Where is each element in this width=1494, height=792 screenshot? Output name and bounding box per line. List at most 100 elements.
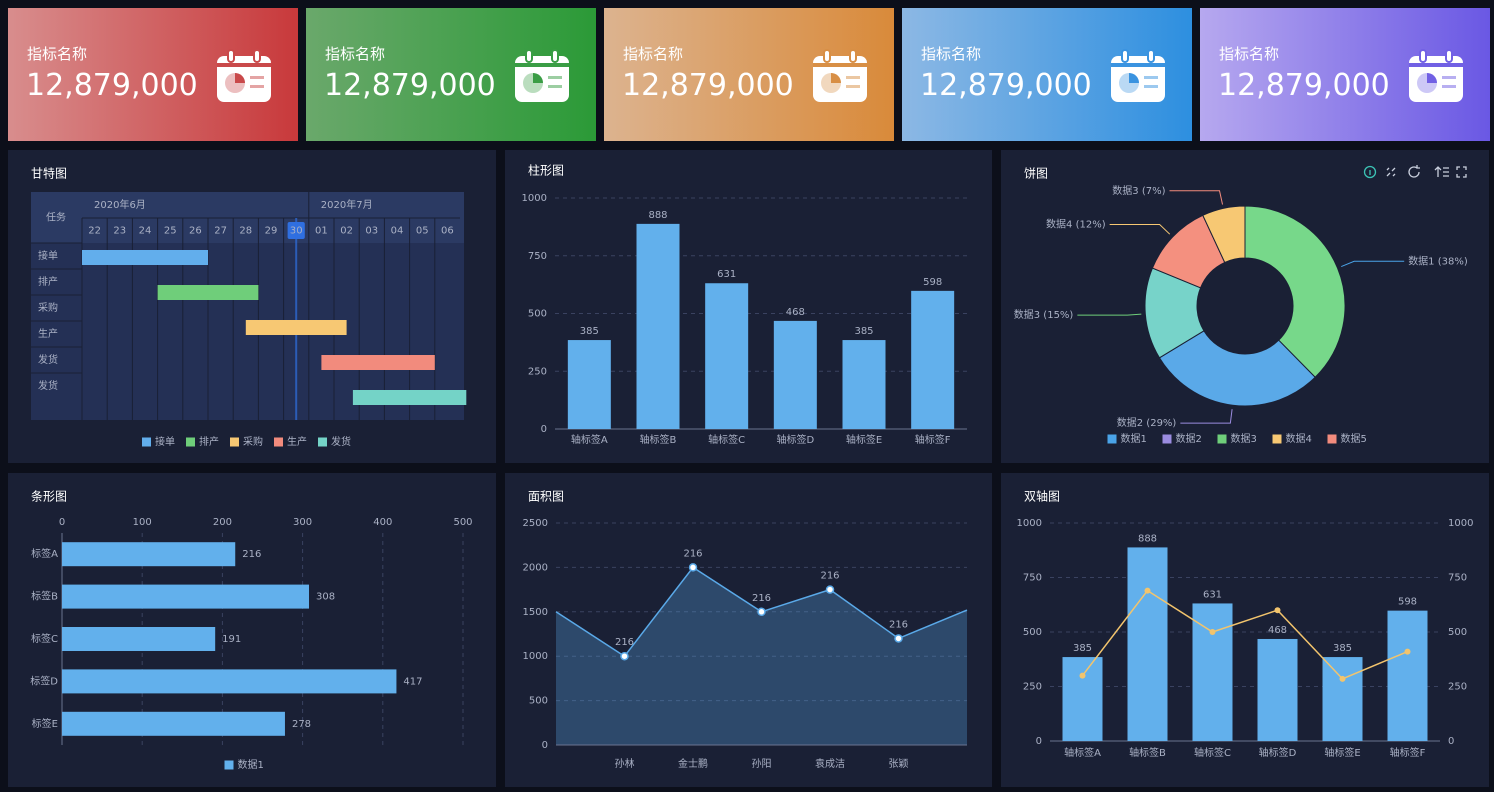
legend-label: 发货: [331, 435, 351, 448]
legend-label: 数据5: [1341, 432, 1367, 445]
bar: [1322, 657, 1363, 741]
fullscreen-icon[interactable]: [1456, 166, 1467, 178]
value-label: 385: [854, 326, 873, 337]
refresh-icon[interactable]: [1408, 165, 1420, 178]
bar: [62, 584, 310, 609]
value-label: 385: [580, 326, 599, 337]
x-tick-label: 轴标签D: [776, 433, 814, 446]
bar: [62, 711, 285, 736]
x-tick-label: 500: [453, 517, 472, 528]
value-label: 385: [1333, 643, 1352, 654]
y-tick-label: 500: [529, 696, 548, 707]
legend-swatch: [274, 437, 283, 447]
y-tick-label: 1500: [523, 607, 548, 618]
gantt-bar: [82, 250, 208, 265]
chart-title: 饼图: [1024, 167, 1048, 181]
panel: 甘特图任务2020年6月2020年7月222324252627282930010…: [8, 150, 496, 463]
leader-line: [1109, 224, 1171, 235]
value-label: 598: [923, 277, 942, 288]
value-label: 417: [403, 676, 422, 687]
x-tick-label: 轴标签B: [1129, 746, 1166, 759]
x-tick-label: 轴标签C: [1194, 746, 1231, 759]
task-header: 任务: [46, 211, 66, 224]
chart-title: 条形图: [31, 490, 67, 504]
legend-swatch: [318, 437, 327, 447]
chart-title: 柱形图: [528, 163, 564, 178]
legend-swatch: [1107, 434, 1117, 444]
kpi-icon: [1111, 49, 1165, 102]
point: [1274, 607, 1281, 614]
point: [1144, 587, 1151, 594]
value-label: 631: [717, 269, 736, 280]
legend-label: 数据1: [1121, 432, 1147, 445]
hbar-chart: 条形图 0 100 200 300 400 500 标签A 标签B 标签C 标签D 标签E 216 308…: [30, 490, 472, 772]
y-tick-label: 750: [528, 251, 547, 262]
pie-slice: [1244, 205, 1346, 378]
kpi-value: 12,879,000: [920, 68, 1092, 103]
legend-label: 排产: [199, 435, 219, 448]
y-tick-label: 0: [541, 424, 547, 435]
point: [688, 563, 698, 572]
annotation: 216: [889, 619, 908, 630]
legend-swatch: [186, 437, 195, 447]
bar: [1257, 638, 1298, 741]
day-label: 28: [239, 226, 252, 237]
bar: [567, 340, 611, 429]
day-label: 23: [113, 226, 126, 237]
x-tick-label: 轴标签A: [571, 433, 608, 446]
row-label: 发货: [38, 379, 58, 392]
x-tick-label: 轴标签F: [915, 433, 951, 446]
kpi-card: 指标名称 12,879,000: [604, 8, 894, 141]
panel: 条形图 0 100 200 300 400 500 标签A 标签B 标签C 标签D 标签E 216 308…: [8, 473, 496, 787]
legend-swatch: [1217, 434, 1227, 444]
day-label: 27: [214, 226, 227, 237]
legend-swatch: [1327, 434, 1337, 444]
day-label: 22: [88, 226, 101, 237]
kpi-icon: [1409, 49, 1463, 102]
day-label: 29: [265, 226, 278, 237]
point: [1079, 672, 1086, 679]
kpi-value: 12,879,000: [26, 68, 198, 103]
legend-swatch: [1272, 434, 1282, 444]
bar: [62, 627, 216, 651]
value-label: 888: [648, 210, 667, 221]
value-label: 216: [242, 549, 261, 560]
legend-swatch: [1162, 434, 1172, 444]
x-tick-label: 轴标签E: [846, 433, 882, 446]
y-tick-label: 标签E: [32, 717, 58, 730]
bar: [705, 283, 749, 429]
kpi-card: 指标名称 12,879,000: [902, 8, 1192, 141]
link-icon[interactable]: [1386, 167, 1396, 177]
bar: [636, 223, 680, 429]
day-label: 24: [139, 226, 152, 237]
bar: [62, 542, 236, 567]
kpi-icon: [813, 49, 867, 102]
x-tick-label: 轴标签A: [1064, 746, 1101, 759]
bar-chart: 柱形图 0 250 500 750 1000 385 轴标签A 888 轴标签B 631 轴标签C 46…: [522, 163, 967, 446]
bar: [1062, 657, 1103, 741]
x-tick-label: 200: [213, 517, 232, 528]
panel: 双轴图 0 250 500 750 1000 0 250 500 750 1000 轴标签A 轴标签B 轴…: [1001, 473, 1489, 787]
point: [825, 585, 835, 594]
x-tick-label: 金士鹏: [678, 757, 708, 770]
row-label: 发货: [38, 353, 58, 366]
gantt-bar: [352, 390, 467, 405]
kpi-icon: [217, 49, 271, 102]
y-tick-label: 1000: [1017, 518, 1042, 529]
y-tick-label: 2000: [523, 562, 548, 573]
legend-label: 接单: [155, 435, 175, 448]
point: [1339, 675, 1346, 682]
y-tick-label: 0: [1448, 736, 1454, 747]
value-label: 191: [222, 634, 241, 645]
gantt-bar: [157, 285, 259, 300]
x-tick-label: 孙林: [615, 757, 635, 770]
row-label: 接单: [38, 249, 58, 262]
y-tick-label: 250: [528, 366, 547, 377]
kpi-value: 12,879,000: [622, 68, 794, 103]
x-tick-label: 轴标签D: [1259, 746, 1297, 759]
kpi-card: 指标名称 12,879,000: [306, 8, 596, 141]
y-tick-label: 标签D: [30, 674, 58, 687]
info-icon[interactable]: [1363, 165, 1377, 179]
sort-icon[interactable]: [1434, 166, 1449, 177]
